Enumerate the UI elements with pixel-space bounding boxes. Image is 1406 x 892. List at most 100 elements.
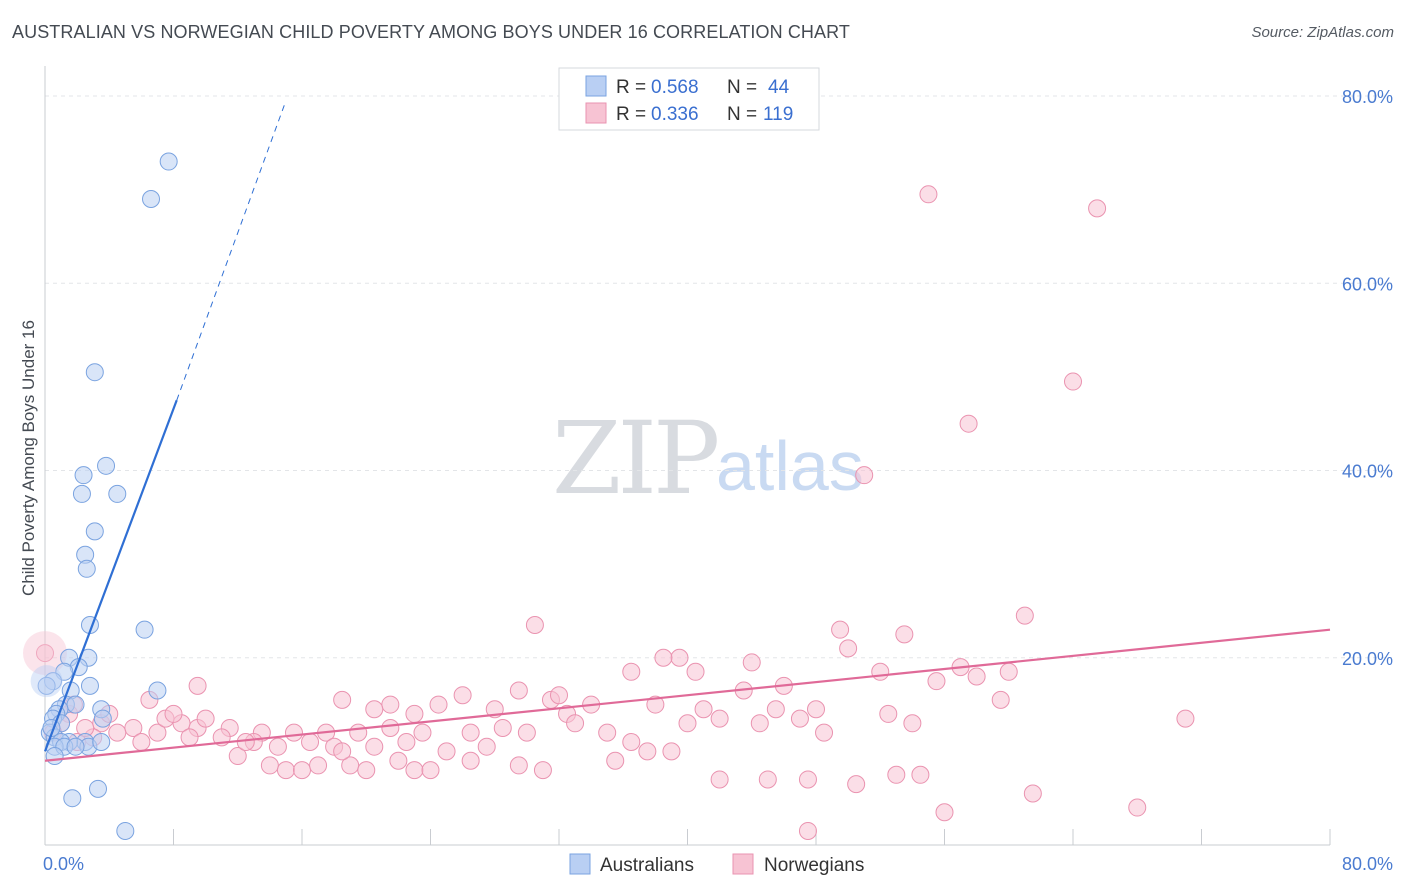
trend-line-australians-extension (176, 100, 287, 401)
point-norwegians (365, 737, 384, 756)
point-australians (72, 484, 91, 503)
point-norwegians (429, 695, 448, 714)
point-norwegians (879, 704, 898, 723)
point-norwegians (967, 667, 986, 686)
point-norwegians (461, 751, 480, 770)
trend-line-australians (43, 399, 178, 752)
point-norwegians (1128, 798, 1147, 817)
grid-lines (45, 95, 1392, 659)
point-australians (85, 363, 104, 382)
point-australians (148, 681, 167, 700)
point-norwegians (397, 733, 416, 752)
point-norwegians (903, 714, 922, 733)
point-norwegians (678, 714, 697, 733)
point-australians (108, 484, 127, 503)
y-axis-title: Child Poverty Among Boys Under 16 (19, 320, 38, 596)
chart-title: AUSTRALIAN VS NORWEGIAN CHILD POVERTY AM… (12, 22, 851, 42)
point-norwegians (188, 676, 207, 695)
point-norwegians (525, 615, 544, 634)
point-norwegians (228, 747, 247, 766)
point-norwegians (638, 742, 657, 761)
legend-swatch-norwegians (585, 102, 607, 124)
point-norwegians (268, 737, 287, 756)
point-norwegians (839, 639, 858, 658)
point-norwegians (654, 648, 673, 667)
point-norwegians (148, 723, 167, 742)
x-tick-label: 80.0% (1342, 854, 1393, 874)
point-australians (45, 747, 64, 766)
point-norwegians (855, 466, 874, 485)
point-norwegians (847, 775, 866, 794)
point-norwegians (333, 742, 352, 761)
point-norwegians (1176, 709, 1195, 728)
point-norwegians (935, 803, 954, 822)
legend-r-label-norwegians: R = (616, 104, 646, 125)
point-norwegians (196, 709, 215, 728)
point-norwegians (686, 662, 705, 681)
point-norwegians (164, 704, 183, 723)
point-norwegians (381, 695, 400, 714)
point-norwegians (606, 751, 625, 770)
bottom-swatch-norwegians (732, 853, 754, 875)
point-norwegians (413, 723, 432, 742)
point-australians (135, 620, 154, 639)
point-australians (66, 695, 85, 714)
point-norwegians (389, 751, 408, 770)
legend-n-label-australians: N = (727, 77, 757, 98)
point-norwegians (36, 644, 54, 663)
australians-points (30, 152, 178, 840)
legend-n-value-australians: 44 (768, 77, 790, 98)
point-norwegians (276, 761, 295, 780)
point-norwegians (301, 733, 320, 752)
stats-legend: R = 0.568 N = 44 R = 0.336 N = 119 (558, 67, 820, 131)
point-norwegians (895, 625, 914, 644)
point-norwegians (293, 761, 311, 780)
point-norwegians (405, 761, 424, 780)
point-cluster-norwegians (23, 631, 67, 676)
x-tick-label: 0.0% (43, 854, 84, 874)
point-norwegians (919, 185, 938, 204)
point-australians (92, 733, 111, 752)
point-norwegians (815, 723, 834, 742)
point-norwegians (927, 672, 946, 691)
point-norwegians (766, 700, 785, 719)
point-norwegians (798, 821, 817, 840)
y-tick-label: 20.0% (1342, 649, 1393, 669)
point-norwegians (790, 709, 809, 728)
bottom-legend-australians: Australians (600, 855, 694, 876)
y-tick-label: 60.0% (1342, 274, 1393, 294)
point-norwegians (670, 648, 689, 667)
point-australians (63, 789, 82, 808)
point-norwegians (509, 681, 528, 700)
point-norwegians (798, 770, 817, 789)
legend-r-value-norwegians: 0.336 (651, 104, 699, 125)
point-norwegians (710, 709, 729, 728)
point-norwegians (349, 723, 368, 742)
point-australians (89, 779, 108, 798)
watermark-zip: ZIP (552, 400, 717, 517)
point-australians (80, 676, 99, 695)
point-norwegians (598, 723, 617, 742)
bottom-swatch-australians (569, 853, 591, 875)
point-norwegians (357, 761, 376, 780)
point-norwegians (333, 690, 352, 709)
point-norwegians (517, 723, 536, 742)
series-legend: Australians Norwegians (569, 853, 864, 876)
point-norwegians (461, 723, 480, 742)
bottom-legend-norwegians: Norwegians (764, 855, 864, 876)
point-norwegians (646, 695, 665, 714)
point-norwegians (509, 756, 528, 775)
legend-n-label-norwegians: N = (727, 104, 757, 125)
point-norwegians (911, 765, 930, 784)
point-norwegians (453, 686, 472, 705)
legend-swatch-australians (585, 75, 607, 97)
point-norwegians (180, 728, 199, 747)
point-norwegians (236, 733, 255, 752)
point-norwegians (260, 756, 279, 775)
point-norwegians (622, 733, 641, 752)
point-australians (74, 466, 93, 485)
source-label: Source: ZipAtlas.com (1251, 24, 1394, 41)
point-norwegians (710, 770, 729, 789)
legend-n-value-norwegians: 119 (763, 104, 793, 125)
